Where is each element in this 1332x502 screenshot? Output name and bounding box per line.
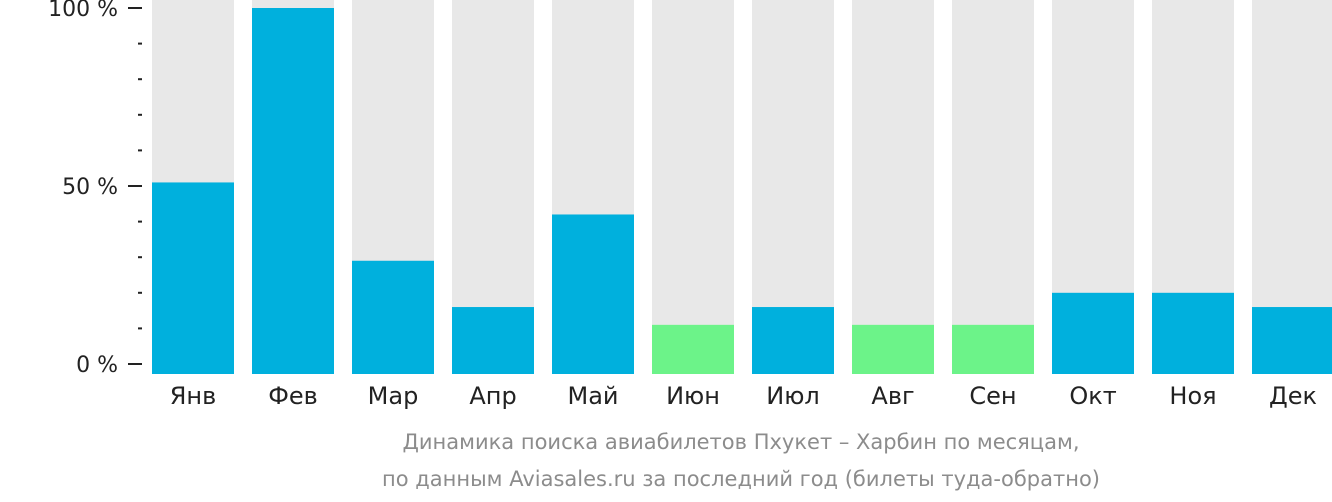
y-tick-label: 100 % [48, 0, 118, 22]
bar-track [852, 0, 934, 374]
bar-Май [552, 214, 634, 374]
chart-caption-line-1: Динамика поиска авиабилетов Пхукет – Хар… [402, 430, 1080, 454]
bar-Мар [352, 260, 434, 374]
bar-Ноя [1152, 292, 1234, 374]
bars [152, 0, 1332, 374]
y-tick-label: 50 % [62, 175, 118, 200]
bar-Дек [1252, 307, 1332, 374]
bar-Фев [252, 8, 334, 374]
x-tick-label: Окт [1069, 382, 1116, 410]
x-tick-label: Май [567, 382, 618, 410]
x-tick-label: Мар [368, 382, 419, 410]
x-tick-label: Дек [1269, 382, 1317, 410]
bar-Окт [1052, 292, 1134, 374]
x-tick-label: Июн [666, 382, 720, 410]
x-tick-label: Сен [969, 382, 1016, 410]
bar-Июл [752, 307, 834, 374]
bar-Авг [852, 324, 934, 374]
x-axis-labels: Янв Фев Мар Апр Май Июн Июл Авг Сен Окт Ноя Дек [170, 382, 1317, 410]
x-tick-label: Апр [469, 382, 516, 410]
chart-caption-line-2: по данным Aviasales.ru за последний год … [382, 467, 1100, 491]
x-tick-label: Янв [170, 382, 217, 410]
y-tick-label: 0 % [76, 353, 118, 378]
bar-Янв [152, 182, 234, 374]
bar-Сен [952, 324, 1034, 374]
x-tick-label: Ноя [1169, 382, 1216, 410]
x-tick-label: Июл [766, 382, 820, 410]
bar-chart: 0 % 50 % 100 % Янв Фев Мар Апр Май Июн Июл Авг Сен… [48, 0, 1332, 410]
x-tick-label: Авг [871, 382, 914, 410]
bar-Июн [652, 324, 734, 374]
x-tick-label: Фев [268, 382, 318, 410]
bar-Апр [452, 307, 534, 374]
y-axis: 0 % 50 % 100 % [48, 0, 142, 378]
bar-track [952, 0, 1034, 374]
bar-track [652, 0, 734, 374]
